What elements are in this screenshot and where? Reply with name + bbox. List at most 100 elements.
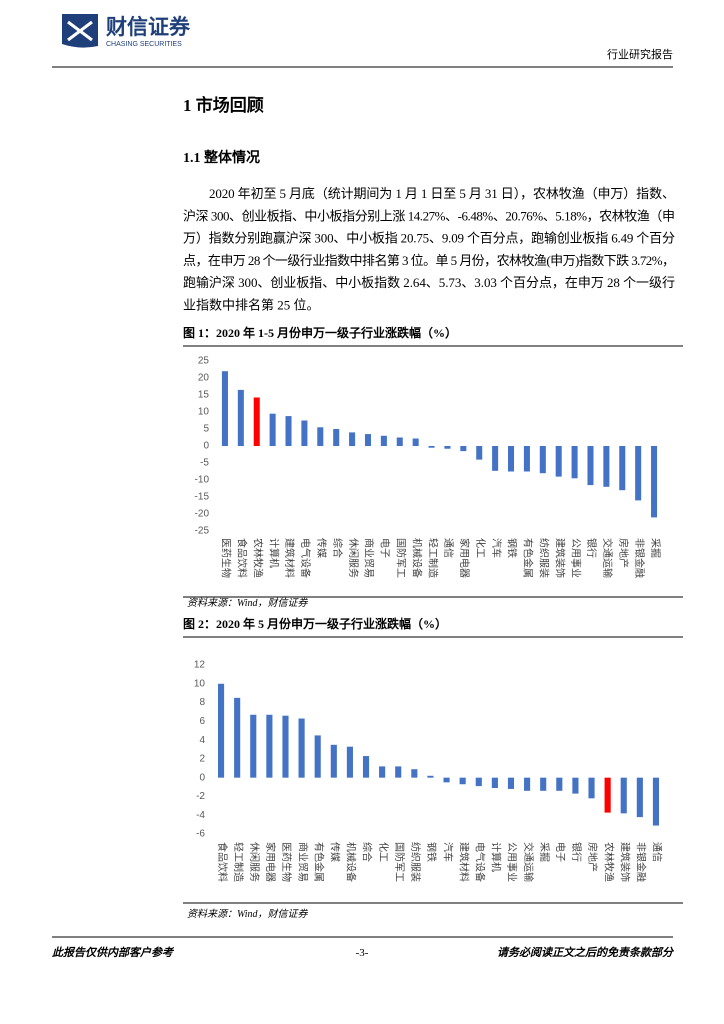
- bar: [250, 714, 257, 778]
- x-tick-label: 休闲服务: [347, 538, 360, 578]
- figures: 图 1：2020 年 1-5 月份申万一级子行业涨跌幅（%） 资料来源：Wind，…: [183, 325, 683, 920]
- bar: [395, 766, 402, 778]
- figure-title: 图 2：2020 年 5 月份申万一级子行业涨跌幅（%）: [183, 616, 447, 631]
- bar: [556, 777, 563, 791]
- x-tick-label: 商业贸易: [363, 538, 376, 578]
- bar: [314, 735, 321, 778]
- x-tick-label: 家用电器: [264, 842, 277, 882]
- y-tick-label: 4: [199, 735, 205, 746]
- x-tick-label: 轻工制造: [426, 538, 439, 578]
- heading: 1 市场回顾: [183, 95, 264, 115]
- bar: [362, 756, 370, 778]
- x-tick-label: 建筑材料: [283, 538, 296, 578]
- x-tick-label: 纺织服装: [409, 842, 422, 882]
- bar: [379, 766, 386, 778]
- footer-right: 请务必阅读正文之后的免责条款部分: [497, 946, 675, 959]
- bar: [349, 432, 356, 446]
- bar: [285, 416, 292, 446]
- x-tick-label: 采掘: [649, 538, 662, 558]
- bar: [298, 718, 305, 778]
- x-tick-label: 公用事业: [506, 842, 519, 882]
- bar: [475, 777, 482, 787]
- bar: [539, 446, 546, 474]
- bar: [443, 777, 450, 783]
- footer-left: 此报告仅供内部客户参考: [52, 946, 175, 959]
- y-tick-label: -2: [196, 791, 205, 802]
- x-tick-label: 化工: [474, 538, 487, 558]
- y-tick-label: 12: [194, 660, 206, 671]
- y-tick-label: 2: [199, 754, 205, 765]
- y-tick-label: 20: [198, 373, 210, 384]
- bar: [524, 777, 531, 791]
- bar: [253, 397, 260, 446]
- bar: [636, 777, 643, 818]
- bar: [460, 446, 467, 452]
- x-tick-label: 计算机: [267, 538, 280, 568]
- bar: [652, 777, 660, 826]
- logo: 财信证券 CHASING SECURITIES: [62, 14, 191, 48]
- x-tick-label: 机械设备: [410, 538, 423, 578]
- bar: [476, 446, 483, 460]
- x-tick-label: 银行: [570, 842, 583, 862]
- x-tick-label: 国防军工: [393, 842, 406, 882]
- bar: [380, 435, 387, 446]
- bar: [412, 438, 419, 446]
- bar: [301, 420, 308, 446]
- paragraph-line: 业指数中排名第 25 位。: [183, 298, 320, 313]
- y-tick-label: 10: [194, 678, 206, 689]
- x-tick-label: 采掘: [538, 842, 551, 862]
- paragraph-line: 沪深 300、创业板指、中小板指分别上涨 14.27%、-6.48%、20.76…: [183, 208, 675, 223]
- x-tick-label: 医药生物: [280, 842, 293, 882]
- bar: [330, 744, 337, 778]
- x-tick-label: 通信: [442, 538, 454, 558]
- bar: [428, 446, 435, 448]
- x-tick-label: 建筑装饰: [553, 538, 566, 578]
- y-tick-label: -6: [196, 829, 205, 840]
- bar: [234, 697, 241, 778]
- bar: [619, 446, 626, 491]
- y-tick-label: -25: [195, 526, 210, 537]
- x-tick-label: 食品饮料: [236, 538, 249, 578]
- bar: [333, 429, 340, 446]
- bar: [444, 446, 451, 449]
- bar: [346, 746, 353, 778]
- x-tick-label: 电气设备: [299, 538, 312, 578]
- bar: [540, 777, 547, 791]
- x-tick-label: 计算机: [490, 842, 503, 872]
- figure-title: 图 1：2020 年 1-5 月份申万一级子行业涨跌幅（%）: [183, 325, 457, 340]
- x-tick-label: 轻工制造: [232, 842, 245, 882]
- x-tick-label: 机械设备: [345, 842, 358, 882]
- x-tick-label: 综合: [361, 842, 374, 862]
- bar: [507, 446, 515, 472]
- y-tick-label: 15: [198, 390, 210, 401]
- bar: [411, 769, 418, 778]
- x-tick-label: 汽车: [441, 842, 454, 862]
- x-tick-label: 房地产: [586, 842, 599, 872]
- bar: [427, 775, 434, 778]
- logo-subtext: CHASING SECURITIES: [106, 41, 182, 48]
- y-tick-label: -5: [200, 458, 209, 469]
- x-tick-label: 有色金属: [522, 538, 535, 578]
- x-tick-label: 电子: [554, 842, 567, 862]
- bar: [492, 446, 499, 471]
- paragraph: 2020 年初至 5 月底（统计期间为 1 月 1 日至 5 月 31 日），农…: [183, 186, 675, 313]
- x-tick-label: 医药生物: [220, 538, 233, 578]
- paragraph-line: 点，在申万 28 个一级行业指数中排名第 3 位。单 5 月份，农林牧渔(申万)…: [183, 253, 675, 268]
- x-tick-label: 化工: [377, 842, 390, 862]
- logo-text: 财信证券: [106, 15, 191, 39]
- y-tick-label: 0: [199, 772, 205, 783]
- bar: [620, 777, 627, 814]
- bar: [282, 715, 289, 778]
- x-tick-label: 有色金属: [312, 842, 325, 882]
- x-tick-label: 交通运输: [601, 538, 614, 578]
- bar: [571, 446, 578, 479]
- bar: [604, 777, 611, 813]
- bar: [491, 777, 498, 788]
- y-tick-label: -20: [195, 509, 210, 520]
- x-tick-label: 综合: [331, 538, 344, 558]
- y-tick-label: -10: [195, 475, 210, 486]
- bar: [364, 434, 372, 446]
- bar: [237, 389, 244, 446]
- x-tick-label: 公用事业: [569, 538, 582, 578]
- x-tick-label: 银行: [585, 538, 598, 558]
